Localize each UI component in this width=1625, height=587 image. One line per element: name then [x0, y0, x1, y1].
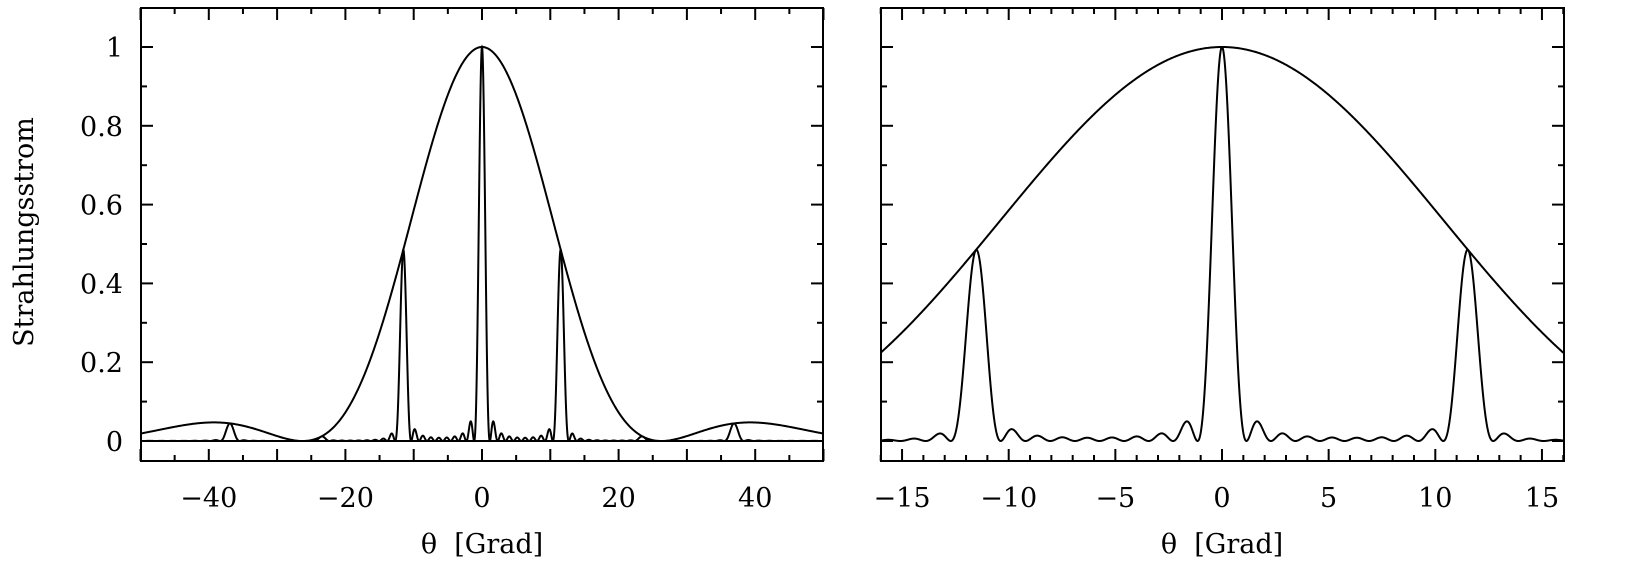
y-tick-label: 0.4 [80, 269, 123, 300]
x-tick-label: −20 [317, 483, 374, 514]
x-tick-label: 10 [1418, 483, 1452, 514]
left-plot-frame [140, 7, 824, 462]
right-interference-curve [881, 45, 1564, 442]
y-tick-label: 0.2 [80, 348, 123, 379]
x-tick-label: −5 [1095, 483, 1135, 514]
x-tick-label: −10 [980, 483, 1037, 514]
x-tick-label: 40 [738, 483, 772, 514]
x-tick-label: 5 [1320, 483, 1337, 514]
right-x-axis-label: θ [Grad] [1161, 529, 1283, 560]
y-tick-label: 0.6 [80, 191, 123, 222]
x-tick-label: 20 [601, 483, 635, 514]
y-axis-label: Strahlungsstrom [9, 117, 40, 347]
left-x-axis-label: θ [Grad] [421, 529, 543, 560]
x-tick-label: −40 [180, 483, 237, 514]
left-ticks [139, 8, 825, 461]
right-tick-labels: −15 −10 −5 0 5 10 15 [874, 483, 1560, 514]
left-panel: −40 −20 0 20 40 0 0.2 0.4 0.6 0.8 1 θ [Grad] [80, 7, 825, 560]
x-tick-label: 15 [1525, 483, 1559, 514]
right-ticks [879, 8, 1565, 461]
left-interference-curve [140, 44, 824, 443]
left-envelope-curve [140, 45, 824, 443]
y-tick-label: 0 [106, 427, 123, 458]
right-plot-frame [880, 7, 1565, 462]
y-tick-label: 0.8 [80, 112, 123, 143]
x-tick-label: 0 [473, 483, 490, 514]
left-tick-labels: −40 −20 0 20 40 0 0.2 0.4 0.6 0.8 1 [80, 33, 772, 514]
x-tick-label: −15 [874, 483, 931, 514]
right-panel: −15 −10 −5 0 5 10 15 θ [Grad] [874, 7, 1565, 560]
y-tick-label: 1 [106, 33, 123, 64]
right-envelope-curve [881, 46, 1564, 354]
x-tick-label: 0 [1213, 483, 1230, 514]
